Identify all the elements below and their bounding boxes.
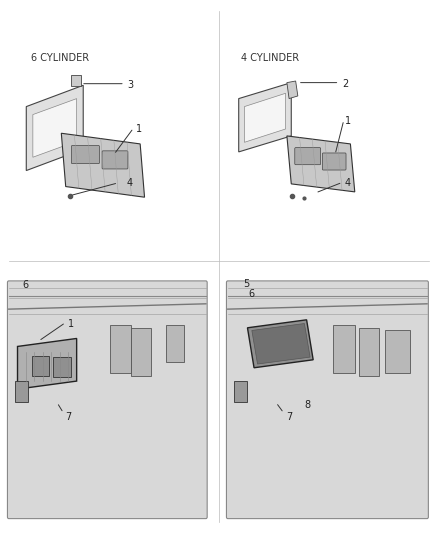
Text: 6 CYLINDER: 6 CYLINDER: [31, 53, 89, 63]
Polygon shape: [252, 324, 310, 364]
Text: 4: 4: [127, 178, 133, 188]
Text: 1: 1: [345, 116, 351, 126]
Text: 1: 1: [68, 319, 74, 328]
Bar: [32, 356, 49, 376]
Bar: [385, 330, 410, 373]
Polygon shape: [33, 99, 77, 157]
Polygon shape: [244, 93, 286, 142]
Polygon shape: [287, 136, 355, 192]
Bar: [333, 325, 355, 373]
Bar: [15, 381, 28, 402]
Polygon shape: [247, 320, 313, 368]
Text: 1: 1: [136, 124, 142, 134]
Text: 4 CYLINDER: 4 CYLINDER: [241, 53, 299, 63]
Polygon shape: [239, 83, 291, 152]
FancyBboxPatch shape: [71, 146, 99, 164]
Polygon shape: [287, 81, 298, 99]
Bar: [234, 381, 247, 402]
Polygon shape: [18, 338, 77, 389]
Bar: [71, 75, 81, 86]
Bar: [110, 325, 131, 373]
Text: 6: 6: [248, 289, 254, 298]
Text: 5: 5: [243, 279, 249, 288]
Bar: [131, 328, 151, 376]
FancyBboxPatch shape: [226, 281, 428, 519]
Polygon shape: [26, 85, 83, 171]
Bar: [166, 325, 184, 362]
FancyBboxPatch shape: [7, 281, 207, 519]
Bar: [53, 357, 71, 377]
Text: 7: 7: [286, 412, 292, 422]
Text: 4: 4: [345, 179, 351, 188]
Bar: [359, 328, 379, 376]
Text: 6: 6: [22, 280, 28, 290]
Polygon shape: [61, 133, 145, 197]
FancyBboxPatch shape: [322, 153, 346, 170]
Text: 8: 8: [304, 400, 311, 410]
Text: 2: 2: [343, 79, 349, 89]
Text: 7: 7: [65, 412, 71, 422]
Text: 3: 3: [127, 80, 133, 90]
FancyBboxPatch shape: [102, 151, 128, 169]
FancyBboxPatch shape: [295, 148, 321, 165]
